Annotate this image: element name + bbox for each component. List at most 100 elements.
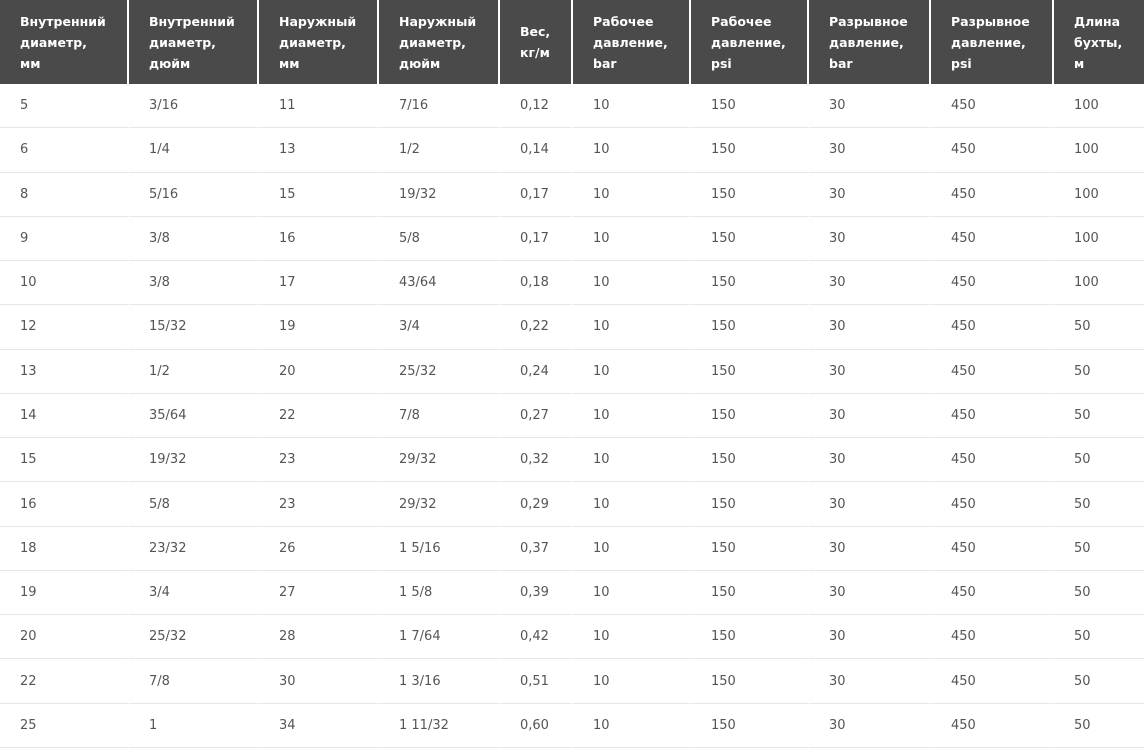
table-row: 6 1/4 13 1/2 0,14 10 150 30 450 100	[0, 128, 1144, 173]
table-cell: 19/32	[129, 438, 259, 483]
header-cell: Разрывное давление, psi	[931, 0, 1054, 84]
table-cell: 30	[809, 216, 931, 262]
header-cell: Внутренний диаметр, мм	[0, 0, 129, 84]
table-cell: 7/16	[379, 84, 500, 129]
table-cell: 7/8	[129, 659, 259, 704]
table-cell: 26	[259, 526, 379, 571]
table-cell: 23/32	[129, 526, 259, 571]
table-cell: 15	[0, 438, 129, 483]
table-cell: 0,17	[500, 216, 573, 262]
table-cell: 10	[573, 570, 691, 616]
table-cell: 10	[573, 349, 691, 394]
table-cell: 9	[0, 216, 129, 262]
table-row: 13 1/2 20 25/32 0,24 10 150 30 450 50	[0, 349, 1144, 394]
table-cell: 0,24	[500, 349, 573, 394]
table-cell: 25/32	[129, 615, 259, 660]
table-cell: 30	[809, 393, 931, 439]
table-cell: 150	[691, 393, 809, 439]
table-cell: 30	[809, 261, 931, 306]
header-cell: Вес, кг/м	[500, 0, 573, 84]
table-cell: 5/16	[129, 172, 259, 217]
table-cell: 30	[809, 659, 931, 704]
table-cell: 30	[809, 570, 931, 616]
table-cell: 100	[1054, 217, 1144, 262]
table-cell: 8	[0, 172, 129, 217]
table-cell: 43/64	[379, 261, 500, 306]
table-cell: 10	[573, 482, 691, 527]
header-cell: Рабочее давление, psi	[691, 0, 809, 84]
table-cell: 450	[931, 482, 1054, 527]
table-cell: 150	[691, 305, 809, 350]
table-cell: 10	[573, 526, 691, 571]
table-cell: 450	[931, 305, 1054, 350]
header-line: Разрывное	[829, 13, 908, 29]
table-cell: 450	[931, 128, 1054, 173]
table-row: 14 35/64 22 7/8 0,27 10 150 30 450 50	[0, 393, 1144, 439]
header-line: Разрывное	[951, 13, 1030, 29]
table-row: 5 3/16 11 7/16 0,12 10 150 30 450 100	[0, 84, 1144, 129]
table-cell: 450	[931, 393, 1054, 439]
table-cell: 19	[259, 305, 379, 350]
table-cell: 450	[931, 703, 1054, 748]
table-cell: 13	[259, 128, 379, 173]
table-row: 16 5/8 23 29/32 0,29 10 150 30 450 50	[0, 482, 1144, 527]
table-cell: 12	[0, 305, 129, 350]
table-cell: 23	[259, 482, 379, 527]
header-line: дюйм	[149, 55, 191, 71]
header-cell: Наружный диаметр, дюйм	[379, 0, 500, 84]
table-cell: 450	[931, 172, 1054, 217]
table-cell: 450	[931, 526, 1054, 571]
table-cell: 450	[931, 570, 1054, 616]
table-cell: 0,29	[500, 482, 573, 527]
table-cell: 1/2	[129, 349, 259, 394]
table-cell: 29/32	[379, 438, 500, 483]
header-line: давление,	[829, 34, 904, 50]
header-line: давление,	[593, 34, 668, 50]
table-cell: 14	[0, 393, 129, 439]
table-cell: 100	[1054, 261, 1144, 306]
table-cell: 20	[259, 349, 379, 394]
table-cell: 1 5/8	[379, 570, 500, 616]
table-cell: 1/2	[379, 128, 500, 173]
header-line: м	[1074, 55, 1085, 71]
table-cell: 50	[1054, 571, 1144, 616]
table-cell: 1 3/16	[379, 659, 500, 704]
header-line: psi	[711, 55, 732, 71]
table-cell: 25	[0, 703, 129, 748]
table-cell: 30	[809, 482, 931, 527]
header-line: мм	[279, 55, 300, 71]
header-line: Рабочее	[593, 13, 654, 29]
table-cell: 11	[259, 84, 379, 129]
table-cell: 22	[0, 659, 129, 704]
table-cell: 5	[0, 84, 129, 129]
table-cell: 0,27	[500, 393, 573, 439]
header-line: диаметр,	[399, 34, 466, 50]
table-cell: 450	[931, 349, 1054, 394]
table-cell: 10	[573, 438, 691, 483]
table-cell: 7/8	[379, 393, 500, 439]
table-cell: 0,37	[500, 526, 573, 571]
table-cell: 0,39	[500, 570, 573, 616]
table-cell: 150	[691, 526, 809, 571]
table-cell: 30	[809, 526, 931, 571]
table-cell: 13	[0, 349, 129, 394]
table-cell: 34	[259, 703, 379, 748]
header-line: давление,	[711, 34, 786, 50]
table-cell: 10	[573, 216, 691, 262]
header-cell: Рабочее давление, bar	[573, 0, 691, 84]
header-line: Внутренний	[149, 13, 235, 29]
table-cell: 1 5/16	[379, 526, 500, 571]
table-cell: 16	[0, 482, 129, 527]
table-row: 12 15/32 19 3/4 0,22 10 150 30 450 50	[0, 305, 1144, 350]
table-cell: 22	[259, 393, 379, 439]
table-cell: 17	[259, 261, 379, 306]
table-cell: 10	[573, 84, 691, 129]
header-line: диаметр,	[20, 34, 87, 50]
table-cell: 0,51	[500, 659, 573, 704]
table-cell: 3/16	[129, 84, 259, 129]
table-cell: 450	[931, 261, 1054, 306]
table-cell: 3/8	[129, 216, 259, 262]
header-line: диаметр,	[279, 34, 346, 50]
table-cell: 30	[809, 128, 931, 173]
